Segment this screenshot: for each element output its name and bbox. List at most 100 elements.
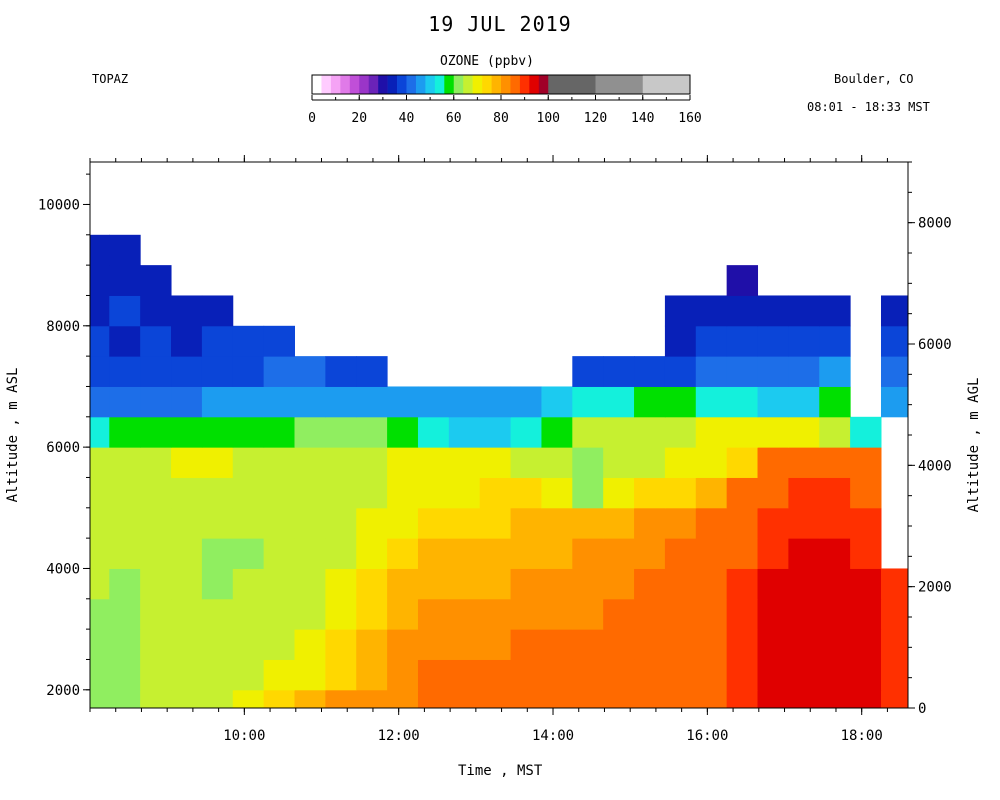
heatmap-cell bbox=[171, 568, 203, 600]
heatmap-cell bbox=[850, 477, 882, 509]
heatmap-cell bbox=[788, 689, 820, 709]
heatmap-cell bbox=[263, 659, 295, 691]
heatmap-cell bbox=[726, 629, 759, 660]
heatmap-cell bbox=[664, 659, 697, 691]
heatmap-cell bbox=[479, 507, 512, 539]
heatmap-cell bbox=[726, 477, 759, 509]
heatmap-cell bbox=[850, 629, 882, 660]
heatmap-cell bbox=[788, 325, 820, 357]
heatmap-cell bbox=[140, 538, 172, 569]
heatmap-cell bbox=[417, 416, 450, 448]
heatmap-cell bbox=[695, 356, 728, 387]
heatmap-cell bbox=[572, 568, 604, 600]
heatmap-cell bbox=[109, 325, 141, 357]
heatmap-cell bbox=[634, 386, 666, 418]
colorbar-swatch bbox=[312, 75, 322, 94]
heatmap-cell bbox=[510, 477, 542, 509]
heatmap-cell bbox=[634, 507, 666, 539]
heatmap-cell bbox=[819, 325, 851, 357]
heatmap-cell bbox=[603, 447, 635, 478]
heatmap-cell bbox=[232, 477, 265, 509]
colorbar-swatch bbox=[444, 75, 455, 94]
heatmap-cell bbox=[232, 598, 265, 630]
heatmap-cell bbox=[171, 689, 203, 709]
heatmap-cell bbox=[695, 477, 728, 509]
heatmap-cell bbox=[90, 356, 110, 387]
heatmap-cell bbox=[140, 325, 172, 357]
heatmap-cell bbox=[541, 447, 573, 478]
heatmap-cell bbox=[201, 325, 234, 357]
instrument-label: TOPAZ bbox=[92, 72, 129, 86]
heatmap-cell bbox=[325, 477, 357, 509]
colorbar-swatch bbox=[510, 75, 521, 94]
heatmap-cell bbox=[510, 659, 542, 691]
heatmap-cell bbox=[387, 477, 419, 509]
colorbar-swatch bbox=[359, 75, 369, 94]
heatmap-cell bbox=[232, 416, 265, 448]
heatmap-cell bbox=[90, 598, 110, 630]
heatmap-cell bbox=[819, 598, 851, 630]
heatmap-cell bbox=[90, 507, 110, 539]
heatmap-cell bbox=[232, 568, 265, 600]
y-tick-label-agl: 2000 bbox=[918, 580, 952, 596]
heatmap-cell bbox=[294, 689, 326, 709]
heatmap-cell bbox=[726, 416, 759, 448]
heatmap-cell bbox=[664, 386, 697, 418]
heatmap-cell bbox=[819, 507, 851, 539]
heatmap-cell bbox=[90, 538, 110, 569]
heatmap-cell bbox=[479, 689, 512, 709]
colorbar: 0 20 40 60 80 100 120 140 160 bbox=[308, 74, 702, 126]
heatmap-cell bbox=[109, 629, 141, 660]
time-range-label: 08:01 - 18:33 MST bbox=[807, 100, 930, 114]
heatmap-cell bbox=[109, 356, 141, 387]
heatmap-cell bbox=[294, 447, 326, 478]
heatmap-cell bbox=[325, 568, 357, 600]
heatmap-cell bbox=[757, 477, 789, 509]
heatmap-cell bbox=[387, 629, 419, 660]
heatmap-cell bbox=[880, 295, 909, 327]
heatmap-cell bbox=[880, 568, 909, 600]
heatmap-cell bbox=[109, 507, 141, 539]
heatmap-cell bbox=[171, 386, 203, 418]
heatmap-cell bbox=[109, 477, 141, 509]
ozone-heatmap bbox=[90, 234, 909, 709]
heatmap-cell bbox=[664, 416, 697, 448]
heatmap-cell bbox=[140, 447, 172, 478]
heatmap-cell bbox=[757, 507, 789, 539]
colorbar-swatch bbox=[397, 75, 407, 94]
heatmap-cell bbox=[448, 447, 481, 478]
heatmap-cell bbox=[387, 386, 419, 418]
heatmap-cell bbox=[819, 659, 851, 691]
heatmap-cell bbox=[417, 689, 450, 709]
colorbar-tick-label: 40 bbox=[399, 111, 415, 126]
heatmap-cell bbox=[201, 689, 234, 709]
heatmap-cell bbox=[880, 659, 909, 691]
heatmap-cell bbox=[788, 356, 820, 387]
heatmap-cell bbox=[726, 538, 759, 569]
heatmap-cell bbox=[90, 295, 110, 327]
heatmap-cell bbox=[634, 538, 666, 569]
heatmap-cell bbox=[263, 447, 295, 478]
heatmap-cell bbox=[201, 447, 234, 478]
colorbar-tick-label: 160 bbox=[678, 111, 701, 126]
colorbar-swatch bbox=[491, 75, 502, 94]
heatmap-cell bbox=[788, 477, 820, 509]
heatmap-cell bbox=[387, 689, 419, 709]
heatmap-cell bbox=[695, 538, 728, 569]
heatmap-cell bbox=[757, 447, 789, 478]
heatmap-cell bbox=[356, 386, 388, 418]
colorbar-swatch bbox=[425, 75, 436, 94]
heatmap-cell bbox=[263, 538, 295, 569]
colorbar-swatch bbox=[349, 75, 360, 94]
heatmap-cell bbox=[695, 659, 728, 691]
heatmap-cell bbox=[603, 356, 635, 387]
heatmap-cell bbox=[726, 598, 759, 630]
heatmap-cell bbox=[263, 325, 295, 357]
heatmap-cell bbox=[387, 507, 419, 539]
heatmap-cell bbox=[201, 356, 234, 387]
y-tick-label-agl: 6000 bbox=[918, 337, 952, 353]
heatmap-cell bbox=[448, 629, 481, 660]
heatmap-cell bbox=[880, 325, 909, 357]
x-tick-label: 12:00 bbox=[378, 728, 420, 744]
heatmap-cell bbox=[325, 386, 357, 418]
